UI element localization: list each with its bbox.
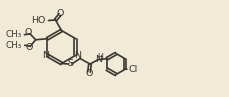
Text: O: O xyxy=(25,43,32,52)
Text: S: S xyxy=(67,59,73,68)
Text: H: H xyxy=(97,53,103,62)
Text: CH₃: CH₃ xyxy=(5,30,22,39)
Text: O: O xyxy=(85,69,92,78)
Text: N: N xyxy=(95,55,102,64)
Text: N: N xyxy=(74,51,81,60)
Text: CH₃: CH₃ xyxy=(6,41,22,50)
Text: O: O xyxy=(25,28,32,37)
Text: O: O xyxy=(57,9,64,18)
Text: Cl: Cl xyxy=(128,65,137,74)
Text: N: N xyxy=(41,51,49,60)
Text: HO: HO xyxy=(31,16,45,25)
